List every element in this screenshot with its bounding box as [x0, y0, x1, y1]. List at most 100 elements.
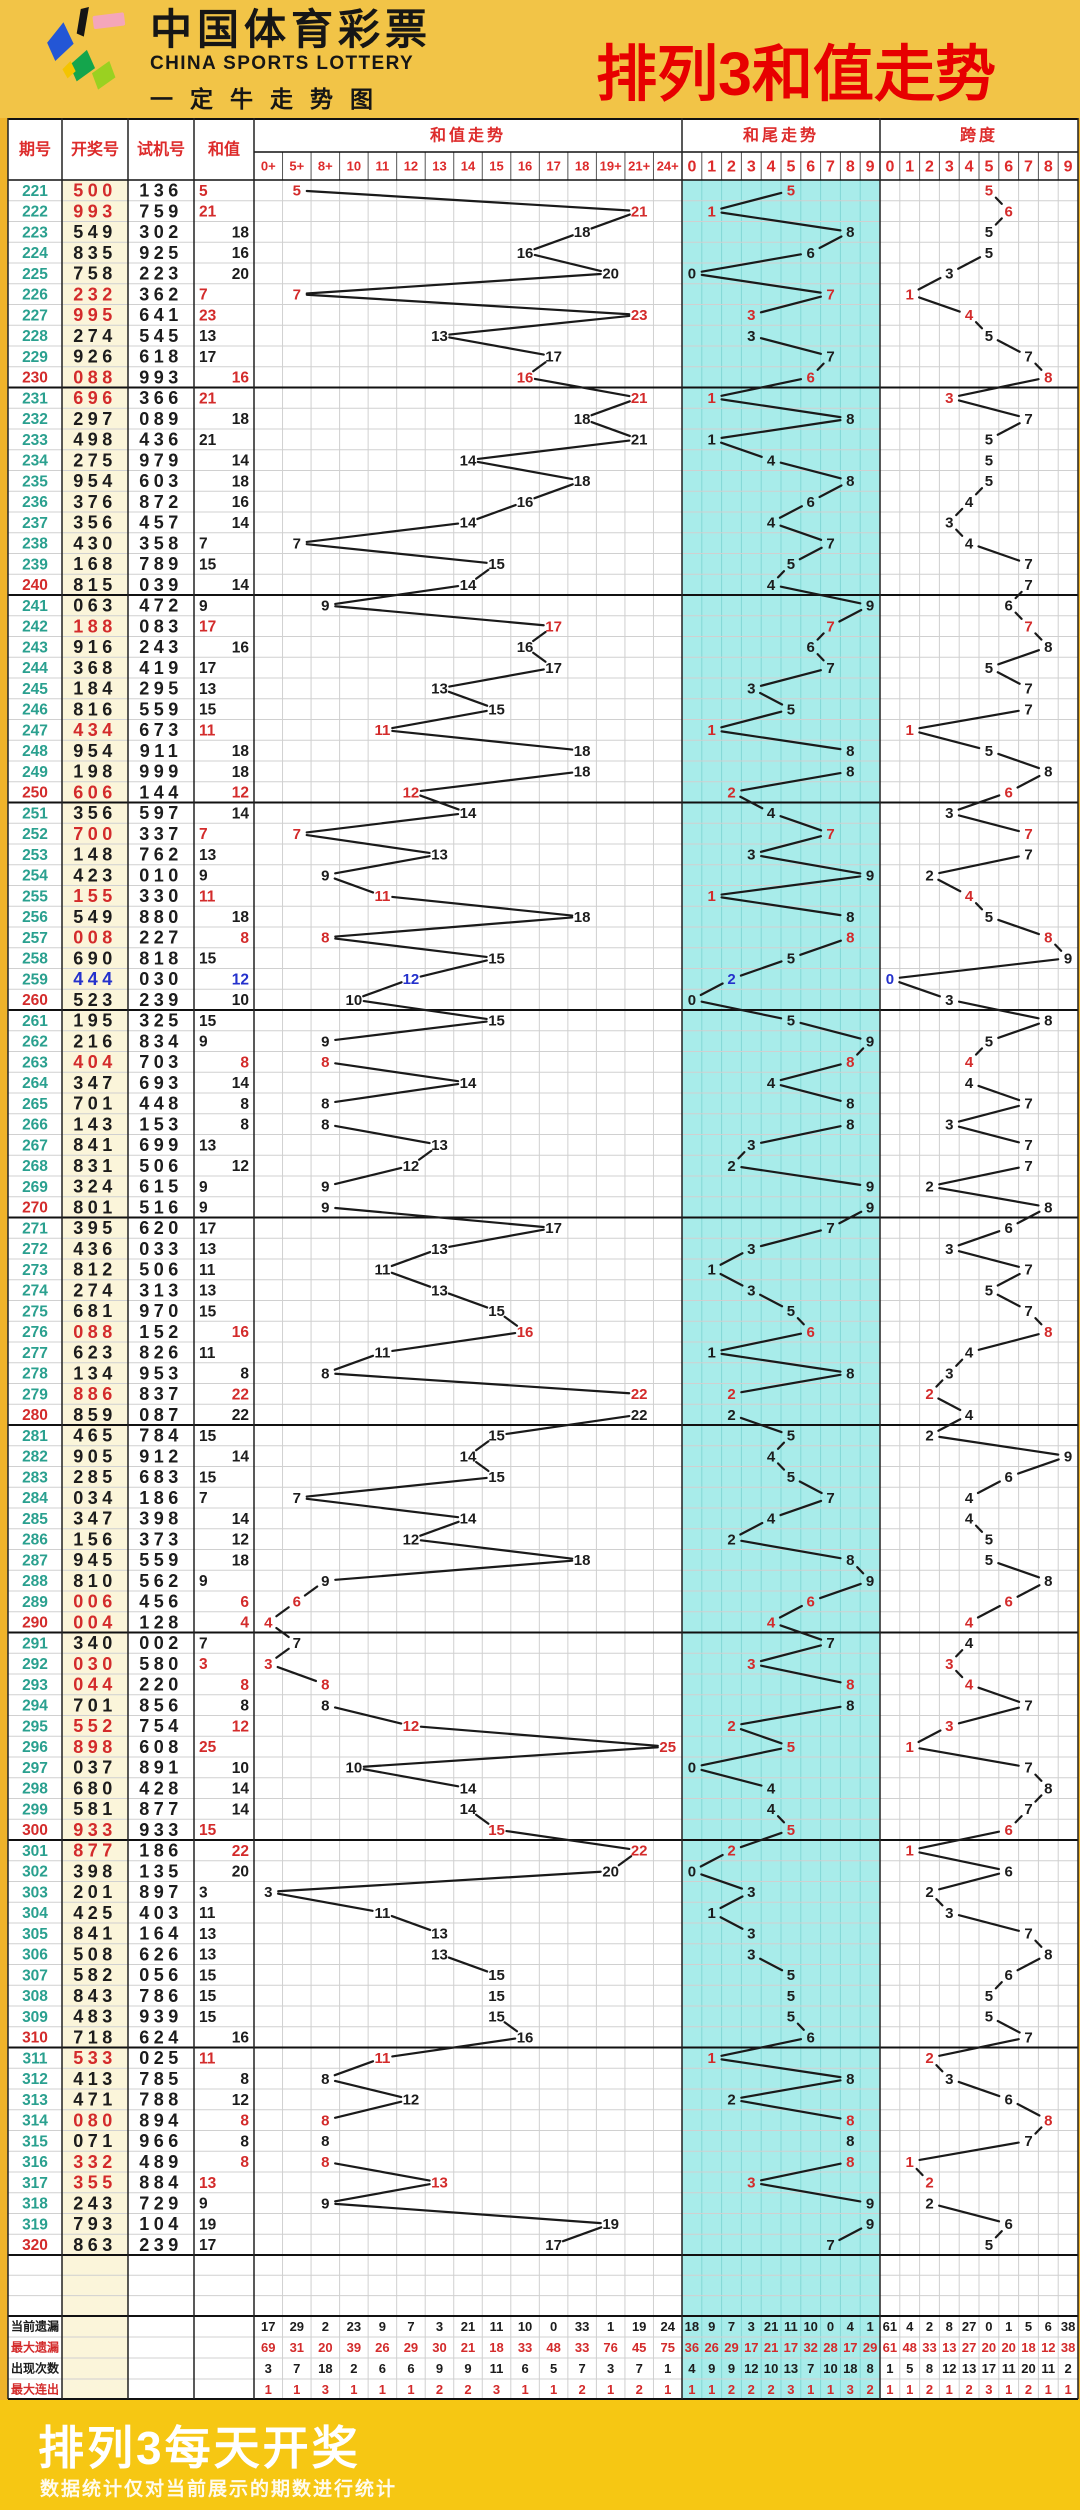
- period-number: 229: [22, 349, 48, 366]
- stats-value: 33: [575, 2340, 589, 2355]
- span-trend-line: [974, 321, 984, 330]
- span-trend-marker: 2: [925, 867, 933, 884]
- tail-trend-line: [720, 191, 783, 210]
- span-trend-marker: 2: [925, 1884, 933, 1901]
- sum-trend-marker: 16: [517, 245, 534, 262]
- tail-trend-marker: 3: [747, 1656, 755, 1673]
- span-trend-marker: 3: [945, 1116, 953, 1133]
- span-trend-line: [938, 1435, 1060, 1456]
- sum-trend-line: [503, 1315, 519, 1327]
- period-number: 261: [22, 1013, 48, 1030]
- stats-value: 4: [906, 2319, 914, 2334]
- winning-number: 718: [73, 2027, 117, 2047]
- stats-value: 3: [787, 2382, 794, 2397]
- sum-trend-marker: 12: [403, 1158, 420, 1175]
- sum-trend-line: [419, 1725, 659, 1747]
- sum-trend-line: [532, 630, 547, 643]
- subcol-sum: 5+: [289, 159, 304, 174]
- stats-value: 3: [493, 2382, 500, 2397]
- stats-value: 33: [922, 2340, 936, 2355]
- test-number: 506: [139, 1156, 183, 1176]
- tail-trend-line: [720, 441, 763, 458]
- footer-note: 数据统计仅对当前展示的期数进行统计: [40, 2479, 398, 2500]
- span-trend-marker: 7: [1024, 411, 1032, 428]
- sum-value: 15: [199, 1303, 217, 1320]
- subcol-span: 1: [905, 159, 914, 176]
- stats-value: 12: [744, 2361, 758, 2376]
- sum-trend-line: [333, 1706, 403, 1725]
- brand-block: 中国体育彩票 CHINA SPORTS LOTTERY 一定牛走势图: [150, 7, 432, 114]
- stats-value: 17: [784, 2340, 798, 2355]
- sum-trend-line: [533, 253, 603, 273]
- span-trend-marker: 2: [925, 2175, 933, 2192]
- span-trend-marker: 4: [965, 1490, 974, 1507]
- sum-value: 16: [232, 245, 250, 262]
- tail-trend-line: [740, 1166, 862, 1186]
- sum-value: 15: [199, 951, 217, 968]
- span-trend-marker: 7: [1024, 1697, 1032, 1714]
- span-trend-line: [957, 378, 1040, 397]
- stats-value: 1: [664, 2382, 671, 2397]
- tail-trend-line: [779, 461, 842, 480]
- tail-trend-line: [819, 1582, 862, 1600]
- winning-number: 198: [73, 762, 117, 782]
- sum-value: 18: [232, 473, 250, 490]
- period-number: 309: [22, 2009, 48, 2026]
- tail-trend-line: [798, 546, 823, 561]
- sum-trend-line: [505, 1829, 631, 1851]
- stats-value: 1: [827, 2382, 834, 2397]
- period-number: 226: [22, 287, 48, 304]
- winning-number: 993: [73, 201, 117, 221]
- test-number: 002: [139, 1633, 183, 1653]
- test-number: 608: [139, 1737, 183, 1757]
- sum-trend-line: [533, 377, 631, 398]
- winning-number: 347: [73, 1509, 117, 1529]
- span-trend-line: [977, 1084, 1021, 1102]
- tail-trend-line: [700, 1873, 743, 1890]
- span-trend-line: [918, 731, 981, 750]
- winning-number: 877: [73, 1841, 117, 1861]
- tail-trend-line: [700, 253, 802, 273]
- sum-trend-line: [448, 314, 631, 336]
- sum-trend-line: [505, 1414, 631, 1436]
- span-trend-marker: 8: [1044, 764, 1052, 781]
- span-trend-line: [938, 2038, 1020, 2057]
- tail-trend-line: [816, 632, 825, 641]
- tail-trend-marker: 1: [708, 432, 716, 449]
- span-trend-marker: 3: [945, 805, 953, 822]
- period-number: 301: [22, 1843, 48, 1860]
- tail-trend-line: [720, 419, 842, 439]
- sum-trend-marker: 21: [631, 203, 648, 220]
- tail-trend-line: [740, 1705, 842, 1726]
- sum-trend-line: [474, 1460, 490, 1473]
- period-number: 285: [22, 1511, 48, 1528]
- winning-number: 148: [73, 845, 117, 865]
- stats-value: 7: [807, 2361, 814, 2376]
- stats-value: 38: [1061, 2319, 1075, 2334]
- test-number: 472: [139, 596, 183, 616]
- period-number: 250: [22, 785, 48, 802]
- tail-trend-line: [759, 295, 822, 314]
- winning-number: 188: [73, 616, 117, 636]
- tail-trend-marker: 5: [787, 556, 795, 573]
- sum-value: 4: [240, 1615, 249, 1632]
- tail-trend-line: [776, 1462, 786, 1471]
- test-number: 826: [139, 1343, 183, 1363]
- sum-value: 13: [199, 1947, 217, 1964]
- tail-trend-marker: 1: [708, 390, 716, 407]
- span-trend-line: [938, 1166, 1020, 1186]
- period-number: 265: [22, 1096, 48, 1113]
- sum-value: 7: [199, 287, 208, 304]
- winning-number: 332: [73, 2152, 117, 2172]
- tail-trend-line: [739, 1416, 783, 1434]
- test-number: 025: [139, 2048, 183, 2068]
- winning-number: 297: [73, 409, 117, 429]
- tail-trend-marker: 1: [708, 722, 716, 739]
- period-number: 247: [22, 722, 48, 739]
- period-number: 263: [22, 1054, 48, 1071]
- sum-value: 9: [199, 1179, 208, 1196]
- period-number: 278: [22, 1366, 48, 1383]
- sum-value: 8: [240, 1096, 249, 1113]
- period-number: 279: [22, 1386, 48, 1403]
